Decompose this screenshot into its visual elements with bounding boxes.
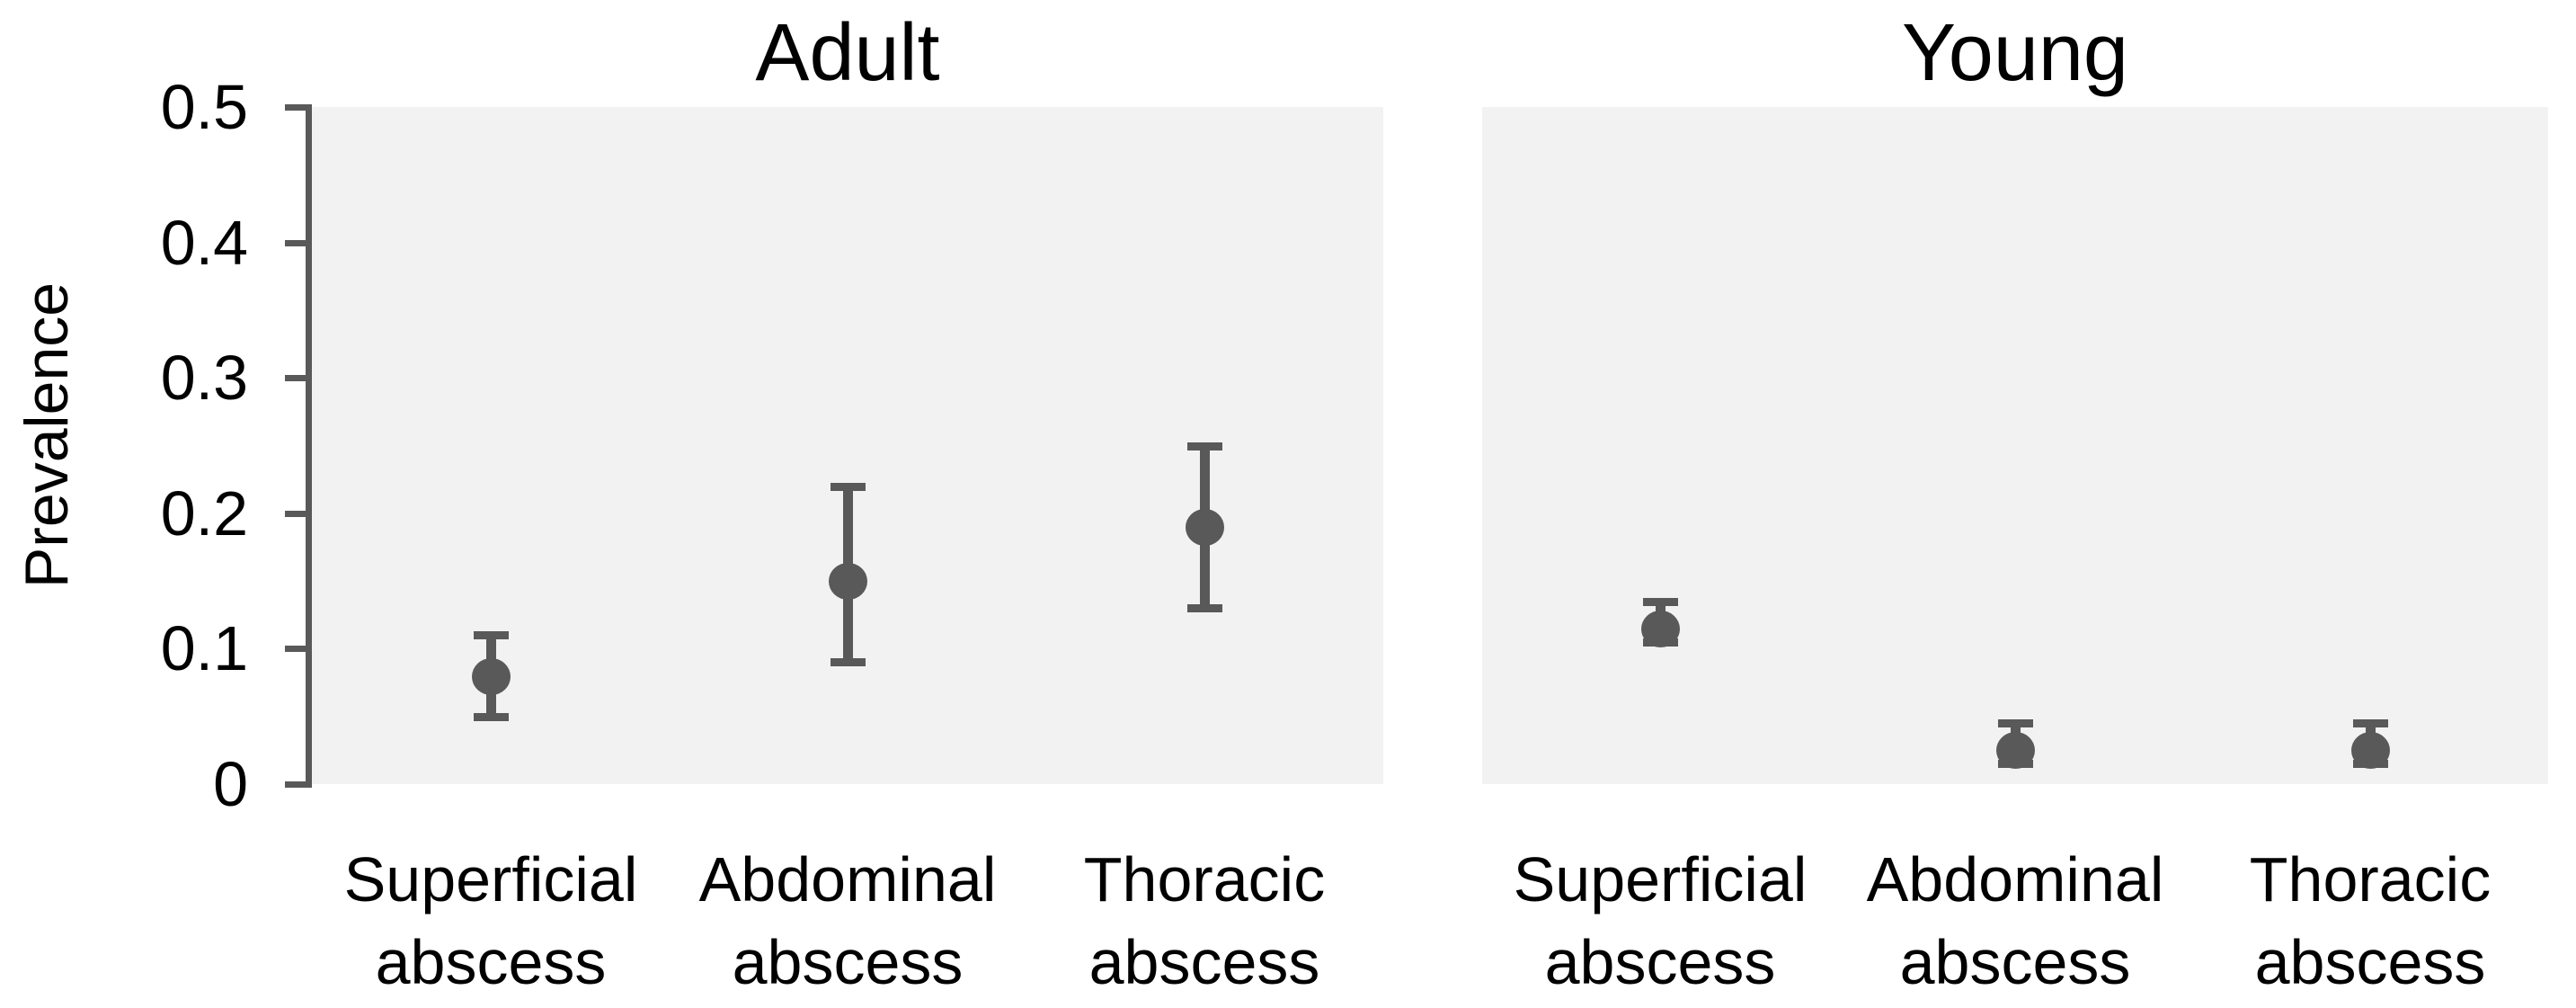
- category-label-line: abscess: [375, 927, 607, 997]
- error-bar-cap: [831, 658, 866, 666]
- y-tick: [285, 240, 308, 246]
- category-label-line: abscess: [1088, 927, 1320, 997]
- y-tick-label: 0.4: [160, 208, 248, 278]
- error-bar-cap: [2353, 719, 2388, 727]
- error-bar-cap: [1998, 719, 2033, 727]
- category-label-thoracic-abscess: Thoracic abscess: [1007, 838, 1402, 1004]
- category-label-line: Abdominal: [698, 844, 997, 914]
- error-bar-cap: [474, 713, 509, 721]
- category-label-line: Thoracic: [2249, 844, 2492, 914]
- y-tick-label: 0.1: [160, 613, 248, 683]
- error-bar-cap: [474, 631, 509, 639]
- data-point-young-thoracic-abscess: [2351, 732, 2390, 769]
- data-point-adult-thoracic-abscess: [1186, 509, 1224, 546]
- category-label-line: abscess: [732, 927, 964, 997]
- plot-area-young: [1482, 107, 2548, 784]
- data-point-young-abdominal-abscess: [1996, 732, 2035, 769]
- category-label-line: abscess: [2254, 927, 2486, 997]
- y-tick: [285, 375, 308, 381]
- category-label-line: abscess: [1899, 927, 2131, 997]
- error-bar-cap: [1643, 598, 1678, 606]
- data-point-adult-abdominal-abscess: [829, 563, 867, 600]
- category-label-superficial-abscess: Superficial abscess: [1462, 838, 1858, 1004]
- category-label-superficial-abscess: Superficial abscess: [293, 838, 688, 1004]
- y-tick-label: 0.2: [160, 478, 248, 549]
- y-tick: [285, 104, 308, 111]
- error-bar-cap: [1187, 604, 1222, 612]
- error-bar-cap: [1187, 442, 1222, 450]
- y-tick: [285, 646, 308, 652]
- y-tick: [285, 511, 308, 517]
- category-label-thoracic-abscess: Thoracic abscess: [2172, 838, 2568, 1004]
- category-label-line: abscess: [1544, 927, 1776, 997]
- y-tick-label: 0.5: [160, 72, 248, 142]
- category-label-line: Superficial: [343, 844, 638, 914]
- panel-title-adult: Adult: [755, 8, 940, 98]
- data-point-young-superficial-abscess: [1641, 611, 1680, 647]
- category-label-abdominal-abscess: Abdominal abscess: [650, 838, 1045, 1004]
- panel-title-young: Young: [1902, 8, 2128, 98]
- error-bar-cap: [831, 483, 866, 491]
- y-axis-line: [306, 104, 312, 788]
- category-label-line: Thoracic: [1083, 844, 1326, 914]
- data-point-adult-superficial-abscess: [472, 658, 511, 695]
- y-tick-label: 0: [213, 749, 248, 819]
- category-label-line: Superficial: [1513, 844, 1808, 914]
- y-tick-label: 0.3: [160, 343, 248, 413]
- category-label-abdominal-abscess: Abdominal abscess: [1817, 838, 2213, 1004]
- category-label-line: Abdominal: [1866, 844, 2164, 914]
- y-tick: [285, 781, 308, 788]
